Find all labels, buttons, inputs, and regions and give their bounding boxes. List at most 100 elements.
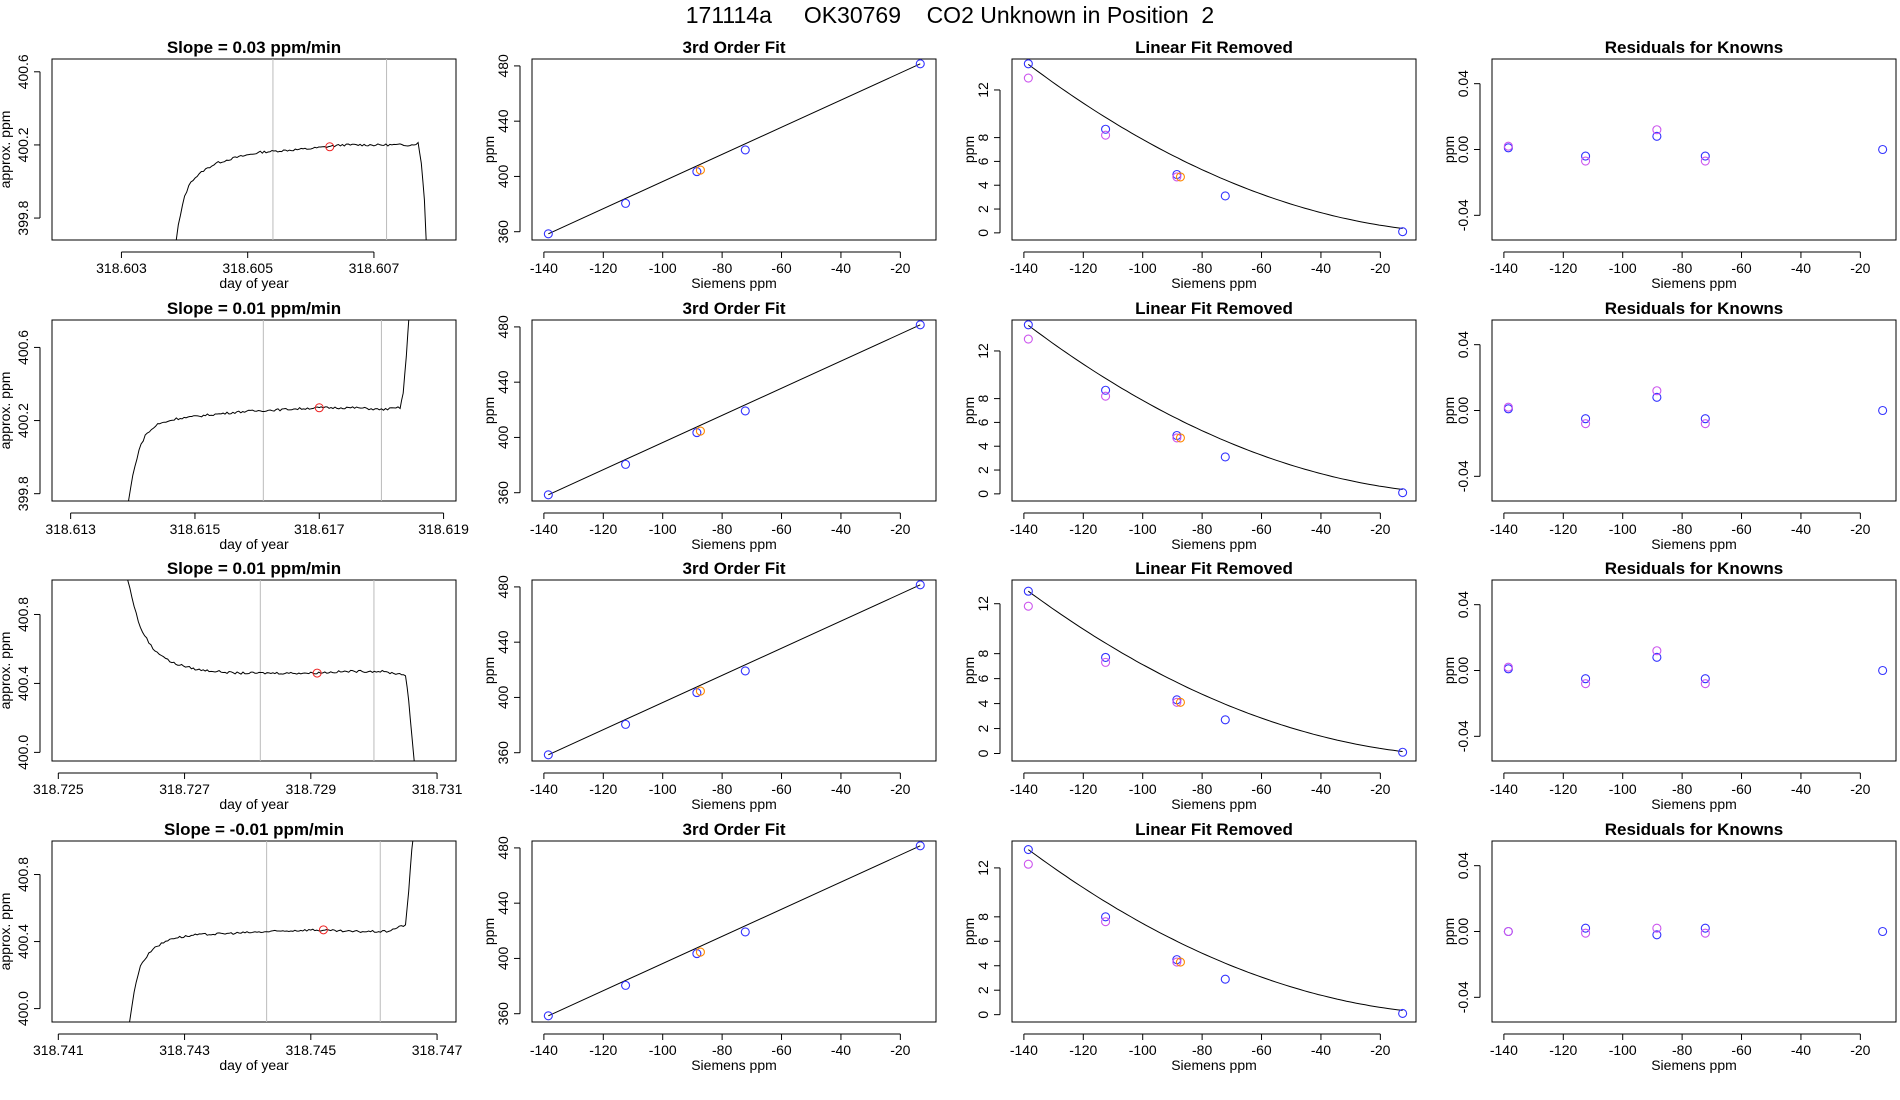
x-tick-label: -20 — [890, 1042, 910, 1058]
y-axis-label: approx. ppm — [0, 372, 13, 450]
x-axis-label: Siemens ppm — [1171, 796, 1257, 812]
y-axis-label: approx. ppm — [0, 893, 13, 971]
x-tick-label: -120 — [1549, 521, 1577, 537]
x-tick-label: 318.725 — [33, 781, 84, 797]
x-tick-label: -100 — [649, 1042, 677, 1058]
x-tick-label: 318.743 — [159, 1042, 210, 1058]
average-marker — [325, 142, 335, 152]
y-tick-label: 4 — [975, 181, 991, 189]
x-tick-label: -40 — [831, 1042, 851, 1058]
x-tick-label: -120 — [1549, 260, 1577, 276]
y-tick-label: 12 — [975, 343, 991, 359]
known-point — [740, 145, 750, 155]
plot-frame — [531, 319, 937, 502]
y-axis-label: ppm — [1441, 397, 1457, 424]
y-tick-label: 0 — [975, 229, 991, 237]
x-tick-label: -140 — [1490, 260, 1518, 276]
x-tick-label: -100 — [1609, 521, 1637, 537]
y-tick-label: 360 — [495, 220, 511, 244]
known-point — [1581, 923, 1591, 933]
y-tick-label: 400.2 — [15, 127, 31, 162]
x-tick-label: -20 — [1370, 781, 1390, 797]
y-axis-label: ppm — [1441, 136, 1457, 163]
panel-12: Linear Fit Removed -140 -120 -100 -80 -60 -40 -… — [961, 820, 1417, 1073]
x-tick-label: -80 — [712, 260, 732, 276]
y-tick-label: 0.04 — [1455, 331, 1471, 358]
x-tick-label: -60 — [1731, 781, 1751, 797]
y-tick-label: 4 — [975, 962, 991, 970]
x-tick-label: -140 — [1010, 781, 1038, 797]
y-tick-label: -0.04 — [1455, 720, 1471, 752]
panel-14: Residuals for Knowns -140 -120 -100 -80 -60 -4… — [1441, 299, 1897, 552]
x-axis-label: Siemens ppm — [691, 536, 777, 552]
plot-frame — [51, 319, 457, 502]
panel-15: Residuals for Knowns -140 -120 -100 -80 -60 -4… — [1441, 559, 1897, 812]
y-tick-label: 480 — [495, 315, 511, 339]
x-tick-label: -120 — [589, 781, 617, 797]
y-tick-label: 440 — [495, 891, 511, 915]
x-tick-label: -100 — [649, 781, 677, 797]
x-tick-label: 318.603 — [96, 260, 147, 276]
panel-title: Slope = 0.03 ppm/min — [167, 38, 341, 57]
plot-frame — [51, 579, 457, 762]
x-tick-label: -140 — [530, 260, 558, 276]
known-point — [621, 719, 631, 729]
x-tick-label: 318.727 — [159, 781, 210, 797]
known-point — [543, 490, 553, 500]
average-marker — [314, 403, 324, 413]
panel-title: Residuals for Knowns — [1605, 559, 1784, 578]
plot-area — [127, 580, 415, 761]
plot-frame — [1011, 319, 1417, 502]
panel-title: 3rd Order Fit — [683, 299, 786, 318]
fit-curve — [1028, 324, 1403, 490]
fitted-point — [1503, 141, 1513, 151]
x-tick-label: -120 — [589, 260, 617, 276]
known-point — [740, 406, 750, 416]
x-tick-label: -120 — [1549, 1042, 1577, 1058]
known-point — [1652, 652, 1662, 662]
y-tick-label: 6 — [975, 937, 991, 945]
panel-5: 3rd Order Fit -140 -120 -100 -80 -60 -40 -20 Sie… — [481, 38, 937, 291]
unknown-point — [695, 165, 705, 175]
y-axis-label: ppm — [1441, 918, 1457, 945]
x-tick-label: -20 — [1850, 260, 1870, 276]
fitted-point — [1700, 679, 1710, 689]
plot-area — [129, 841, 414, 1022]
x-tick-label: -120 — [1069, 1042, 1097, 1058]
fitted-point — [1652, 646, 1662, 656]
known-point — [1220, 715, 1230, 725]
x-tick-label: -140 — [530, 781, 558, 797]
fitted-point — [1101, 657, 1111, 667]
plot-frame — [531, 58, 937, 241]
known-point — [1700, 923, 1710, 933]
y-tick-label: 400.4 — [15, 666, 31, 701]
panel-7: 3rd Order Fit -140 -120 -100 -80 -60 -40 -20 Sie… — [481, 559, 937, 812]
x-tick-label: -40 — [831, 521, 851, 537]
known-point — [1581, 151, 1591, 161]
known-point — [1581, 674, 1591, 684]
plot-area — [1503, 646, 1888, 689]
x-axis-label: Siemens ppm — [691, 275, 777, 291]
known-point — [543, 229, 553, 239]
x-tick-label: -40 — [1311, 1042, 1331, 1058]
y-axis-label: ppm — [961, 657, 977, 684]
x-tick-label: -60 — [1731, 521, 1751, 537]
plot-frame — [1491, 319, 1897, 502]
unknown-point — [695, 686, 705, 696]
x-tick-label: -80 — [1672, 781, 1692, 797]
signal-trace — [127, 580, 415, 761]
x-tick-label: -120 — [1549, 781, 1577, 797]
y-axis-label: approx. ppm — [0, 111, 13, 189]
x-tick-label: -140 — [1010, 1042, 1038, 1058]
panel-title: Residuals for Knowns — [1605, 299, 1784, 318]
x-tick-label: -100 — [1609, 260, 1637, 276]
x-tick-label: 318.745 — [286, 1042, 337, 1058]
fitted-point — [1172, 957, 1182, 967]
known-point — [1878, 926, 1888, 937]
x-axis-label: Siemens ppm — [1171, 275, 1257, 291]
x-tick-label: -120 — [1069, 521, 1097, 537]
y-axis-label: ppm — [961, 397, 977, 424]
known-point — [621, 980, 631, 990]
x-tick-label: -60 — [1251, 781, 1271, 797]
y-tick-label: 360 — [495, 1002, 511, 1026]
